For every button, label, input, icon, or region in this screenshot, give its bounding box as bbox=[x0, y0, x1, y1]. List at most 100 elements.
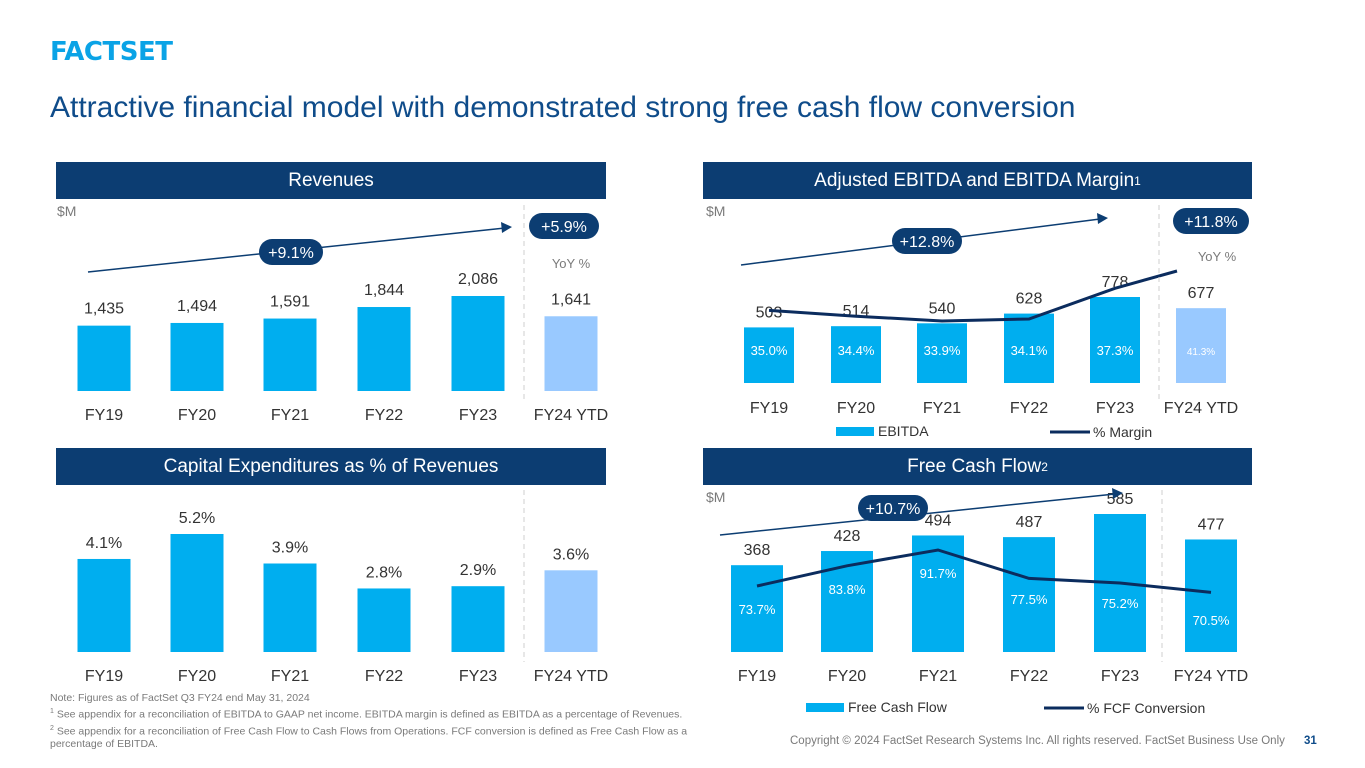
ebitda-legend-margin: % Margin bbox=[1093, 424, 1152, 440]
capex-bar-FY23 bbox=[451, 586, 505, 652]
ebitda-margin-line bbox=[768, 269, 1178, 323]
note-line-1: Note: Figures as of FactSet Q3 FY24 end … bbox=[50, 692, 310, 704]
revenues-value-FY20: 1,494 bbox=[177, 298, 217, 315]
capex-xtick-FY22: FY22 bbox=[365, 668, 403, 685]
fcf-value-FY19: 368 bbox=[744, 542, 771, 559]
fcf-xtick-FY21: FY21 bbox=[919, 668, 957, 685]
fcf-arrow-head bbox=[1112, 488, 1123, 499]
fcf-unit: $M bbox=[706, 489, 726, 505]
footnotes: Note: Figures as of FactSet Q3 FY24 end … bbox=[50, 692, 740, 751]
fcf-cagr-badge: +10.7% bbox=[866, 501, 921, 518]
ebitda-xtick-FY22: FY22 bbox=[1010, 400, 1048, 417]
ebitda-legend-ebitda: EBITDA bbox=[878, 423, 929, 439]
ebitda-xtick-FY21: FY21 bbox=[923, 400, 961, 417]
revenues-xtick-FY22: FY22 bbox=[365, 407, 403, 424]
fcf-bar-FY19 bbox=[731, 565, 783, 652]
fcf-xtick-FY24 YTD: FY24 YTD bbox=[1174, 668, 1248, 685]
revenues-bar-FY22 bbox=[357, 307, 411, 391]
ebitda-bar-FY22 bbox=[1004, 313, 1054, 383]
fcf-bar-FY22 bbox=[1003, 537, 1055, 652]
revenues-xtick-FY24 YTD: FY24 YTD bbox=[534, 407, 608, 424]
capex-value-FY24 YTD: 3.6% bbox=[553, 546, 589, 563]
capex-xtick-FY19: FY19 bbox=[85, 668, 123, 685]
revenues-value-FY24 YTD: 1,641 bbox=[551, 291, 591, 308]
fcf-xtick-FY19: FY19 bbox=[738, 668, 776, 685]
capex-title: Capital Expenditures as % of Revenues bbox=[163, 455, 499, 477]
ebitda-value-FY22: 628 bbox=[1016, 291, 1043, 308]
capex-value-FY22: 2.8% bbox=[366, 564, 402, 581]
ebitda-arrow-head bbox=[1097, 213, 1108, 224]
capex-xtick-FY20: FY20 bbox=[178, 668, 216, 685]
revenues-bar-FY23 bbox=[451, 296, 505, 391]
fcf-panel-header: Free Cash Flow 2 bbox=[703, 448, 1252, 485]
ebitda-legend-bar-swatch bbox=[836, 427, 874, 436]
revenues-value-FY22: 1,844 bbox=[364, 282, 404, 299]
ebitda-unit: $M bbox=[706, 203, 726, 219]
ebitda-cagr-badge: +12.8% bbox=[900, 234, 955, 251]
fcf-title: Free Cash Flow bbox=[907, 455, 1042, 477]
ebitda-margin-label-FY20: 34.4% bbox=[838, 343, 875, 358]
fcf-legend-bar-swatch bbox=[806, 703, 844, 712]
revenues-arrow-head bbox=[501, 222, 512, 233]
revenues-ytd-badge-pill bbox=[529, 213, 599, 239]
page-number: 31 bbox=[1304, 735, 1317, 747]
revenues-cagr-badge-pill bbox=[259, 239, 323, 265]
ebitda-margin-label-FY24 YTD: 41.3% bbox=[1187, 347, 1215, 358]
ebitda-yoy-caption: YoY % bbox=[1198, 249, 1237, 264]
fcf-conversion-label-FY19: 73.7% bbox=[739, 602, 776, 617]
page-title: Attractive financial model with demonstr… bbox=[50, 91, 1076, 124]
revenues-xtick-FY19: FY19 bbox=[85, 407, 123, 424]
ebitda-bar-FY19 bbox=[744, 327, 794, 383]
revenues-bar-FY20 bbox=[170, 322, 224, 391]
fcf-conversion-label-FY23: 75.2% bbox=[1102, 596, 1139, 611]
ebitda-ytd-badge-pill bbox=[1173, 208, 1249, 234]
fcf-xtick-FY23: FY23 bbox=[1101, 668, 1139, 685]
ebitda-panel-header: Adjusted EBITDA and EBITDA Margin 1 bbox=[703, 162, 1252, 199]
note-line-3: 2 See appendix for a reconciliation of F… bbox=[50, 724, 688, 751]
copyright: Copyright © 2024 FactSet Research System… bbox=[790, 735, 1285, 747]
ebitda-bar-FY24 YTD bbox=[1176, 308, 1226, 383]
ebitda-cagr-badge-pill bbox=[892, 228, 962, 254]
fcf-xtick-FY22: FY22 bbox=[1010, 668, 1048, 685]
ebitda-margin-label-FY22: 34.1% bbox=[1011, 343, 1048, 358]
revenues-value-FY19: 1,435 bbox=[84, 301, 124, 318]
revenues-bar-FY19 bbox=[77, 325, 131, 391]
fcf-cagr-badge-pill bbox=[858, 495, 928, 521]
capex-value-FY21: 3.9% bbox=[272, 540, 308, 557]
capex-xtick-FY24 YTD: FY24 YTD bbox=[534, 668, 608, 685]
fcf-xtick-FY20: FY20 bbox=[828, 668, 866, 685]
capex-bar-FY22 bbox=[357, 588, 411, 652]
ebitda-margin-label-FY19: 35.0% bbox=[751, 343, 788, 358]
revenues-panel-header: Revenues bbox=[56, 162, 606, 199]
capex-value-FY19: 4.1% bbox=[86, 535, 122, 552]
fcf-conversion-line bbox=[756, 548, 1212, 594]
fcf-value-FY20: 428 bbox=[834, 528, 861, 545]
revenues-cagr-badge: +9.1% bbox=[268, 245, 314, 262]
capex-value-FY20: 5.2% bbox=[179, 510, 215, 527]
fcf-bar-FY24 YTD bbox=[1185, 539, 1237, 652]
ebitda-xtick-FY24 YTD: FY24 YTD bbox=[1164, 400, 1238, 417]
fcf-conversion-label-FY20: 83.8% bbox=[829, 582, 866, 597]
ebitda-value-FY19: 503 bbox=[756, 304, 783, 321]
ebitda-margin-label-FY21: 33.9% bbox=[924, 343, 961, 358]
revenues-unit: $M bbox=[57, 203, 77, 219]
capex-panel-header: Capital Expenditures as % of Revenues bbox=[56, 448, 606, 485]
capex-xtick-FY23: FY23 bbox=[459, 668, 497, 685]
ebitda-ytd-badge: +11.8% bbox=[1184, 214, 1238, 231]
factset-logo: FACTSET bbox=[50, 37, 173, 67]
fcf-value-FY21: 494 bbox=[925, 512, 952, 529]
revenues-bar-FY24 YTD bbox=[544, 316, 598, 391]
fcf-conversion-label-FY24 YTD: 70.5% bbox=[1193, 613, 1230, 628]
ebitda-xtick-FY20: FY20 bbox=[837, 400, 875, 417]
ebitda-xtick-FY19: FY19 bbox=[750, 400, 788, 417]
ebitda-value-FY24 YTD: 677 bbox=[1188, 285, 1215, 302]
fcf-value-FY22: 487 bbox=[1016, 514, 1043, 531]
fcf-conversion-label-FY21: 91.7% bbox=[920, 566, 957, 581]
revenues-yoy-caption: YoY % bbox=[552, 256, 591, 271]
ebitda-bar-FY20 bbox=[831, 326, 881, 383]
revenues-xtick-FY20: FY20 bbox=[178, 407, 216, 424]
fcf-value-FY24 YTD: 477 bbox=[1198, 516, 1225, 533]
note-line-2: 1 See appendix for a reconciliation of E… bbox=[50, 708, 683, 721]
revenues-bar-FY21 bbox=[263, 318, 317, 391]
